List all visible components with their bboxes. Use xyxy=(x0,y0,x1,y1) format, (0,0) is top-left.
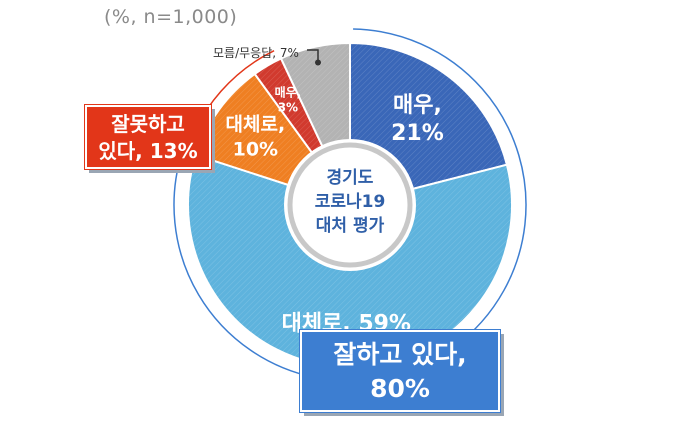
sample-note: (%, n=1,000) xyxy=(104,6,238,28)
negative-total-line-2: 있다, 13% xyxy=(98,139,198,163)
pie-slice-label-3-line-0: 매우, xyxy=(275,85,302,100)
negative-total-box: 잘못하고 있다, 13% xyxy=(84,104,212,170)
center-label-line-0: 경기도 xyxy=(327,168,374,188)
positive-total-box: 잘하고 있다, 80% xyxy=(299,329,501,413)
center-label-line-1: 코로나19 xyxy=(315,192,386,212)
pie-slice-label-3-line-1: 3% xyxy=(278,101,298,115)
pie-slice-label-4: 모름/무응답, 7% xyxy=(213,46,299,60)
negative-total-line-1: 잘못하고 xyxy=(111,112,185,136)
pie-slice-leader-dot-4 xyxy=(315,59,321,66)
positive-total-line-2: 80% xyxy=(370,374,430,403)
pie-slice-label-2-line-0: 대체로, xyxy=(226,113,286,135)
pie-slice-label-0-line-0: 매우, xyxy=(393,93,442,118)
positive-total-line-1: 잘하고 있다, xyxy=(333,340,467,369)
pie-slice-label-0-line-1: 21% xyxy=(391,121,444,146)
pie-slice-leader-4 xyxy=(307,49,319,61)
center-circle-ring xyxy=(287,142,413,268)
center-label-line-2: 대처 평가 xyxy=(316,216,385,236)
pie-slice-label-2-line-1: 10% xyxy=(233,138,278,160)
